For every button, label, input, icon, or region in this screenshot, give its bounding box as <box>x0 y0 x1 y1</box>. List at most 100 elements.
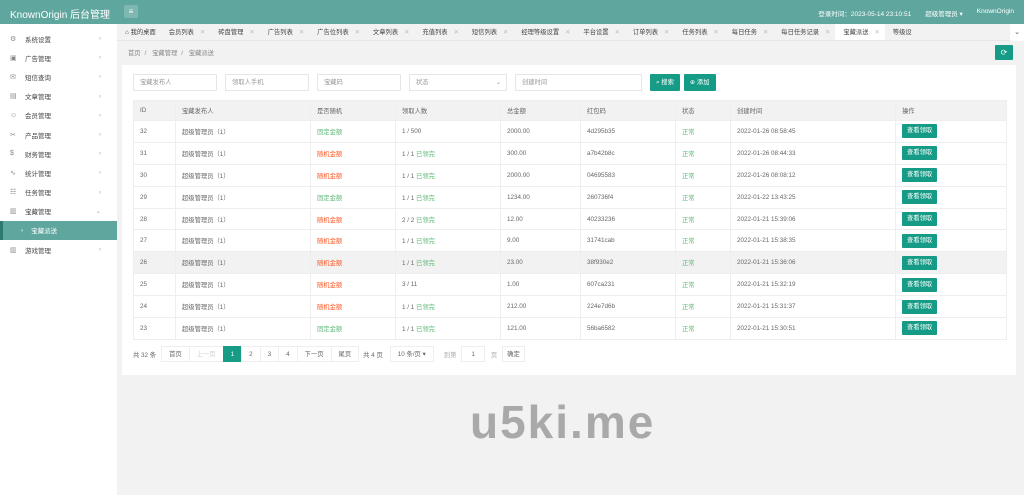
breadcrumb-current: 宝藏派送 <box>188 50 214 57</box>
close-icon[interactable]: ✕ <box>713 28 719 36</box>
close-icon[interactable]: ✕ <box>298 28 305 36</box>
tab-label: 宝藏派送 <box>843 28 869 36</box>
chevron-left-icon: ‹ <box>98 111 101 119</box>
cell-id: 24 <box>133 295 176 319</box>
sidebar-item[interactable]: ⚙ 系统设置 ‹ <box>0 29 117 48</box>
first-page-button[interactable]: 首页 <box>161 346 190 362</box>
sidebar-item[interactable]: ☺ 会员管理 ‹ <box>0 106 117 125</box>
breadcrumb-home[interactable]: 首页 <box>128 50 141 57</box>
tab[interactable]: 砖盘管理 ✕ <box>210 24 259 40</box>
sidebar-item[interactable]: ▣ 广告管理 ‹ <box>0 48 117 67</box>
sidebar-item[interactable]: ▥ 宝藏管理 ⌄ <box>0 202 117 221</box>
tab[interactable]: 会员列表 ✕ <box>161 24 210 40</box>
tab[interactable]: 充值列表 ✕ <box>414 24 463 40</box>
tab[interactable]: 每日任务记录 ✕ <box>773 24 835 40</box>
sidebar-item[interactable]: ∿ 统计管理 ‹ <box>0 163 117 182</box>
close-icon[interactable]: ✕ <box>354 28 360 36</box>
publisher-input[interactable]: 宝藏发布人 <box>133 74 217 91</box>
total-count: 共 32 条 <box>133 351 157 359</box>
add-button[interactable]: ⊕ 添加 <box>683 74 716 91</box>
confirm-button[interactable]: 确定 <box>502 346 525 362</box>
page-4-button[interactable]: 4 <box>278 346 298 362</box>
close-icon[interactable]: ✕ <box>503 28 509 36</box>
tab[interactable]: 经理等级设置 ✕ <box>513 24 575 40</box>
sidebar-item-label: 游戏管理 <box>25 247 51 255</box>
view-claims-button[interactable]: 查看领取 <box>902 190 938 205</box>
close-icon[interactable]: ✕ <box>762 28 769 36</box>
cell-publisher: 超级管理员（1） <box>175 141 311 165</box>
view-claims-button[interactable]: 查看领取 <box>902 124 938 139</box>
close-icon[interactable]: ✕ <box>614 28 620 36</box>
phone-input[interactable]: 领取人手机 <box>225 74 309 91</box>
view-claims-button[interactable]: 查看领取 <box>902 255 938 270</box>
breadcrumb-section[interactable]: 宝藏管理 <box>152 50 178 57</box>
cell-count: 3 / 11 <box>395 273 501 297</box>
status-select[interactable]: 状态 ⌄ <box>409 74 507 91</box>
per-page-select[interactable]: 10 条/页 ▾ <box>389 346 434 362</box>
chevron-down-icon: ⌄ <box>95 208 101 216</box>
sidebar-item[interactable]: ☷ 任务管理 ‹ <box>0 183 117 202</box>
cell-status: 正常 <box>675 163 731 187</box>
time-input[interactable]: 创建时间 <box>515 74 642 91</box>
tab[interactable]: 文章列表 ✕ <box>365 24 414 40</box>
tab[interactable]: 订单列表 ✕ <box>625 24 674 40</box>
sidebar-subitem-active[interactable]: › 宝藏派送 <box>0 220 117 241</box>
goto-page-input[interactable]: 1 <box>461 346 485 362</box>
prev-page-button[interactable]: 上一页 <box>188 346 224 362</box>
cell-code: 38f930e2 <box>580 251 676 275</box>
tab[interactable]: 广告位列表 ✕ <box>309 24 365 40</box>
close-icon[interactable]: ✕ <box>453 28 459 36</box>
tab[interactable]: 任务列表 ✕ <box>674 24 723 40</box>
tab[interactable]: 宝藏派送 ✕ <box>835 24 885 40</box>
close-icon[interactable]: ✕ <box>664 28 670 36</box>
sidebar-item[interactable]: ✂ 产品管理 ‹ <box>0 125 117 144</box>
close-icon[interactable]: ✕ <box>825 28 831 36</box>
code-input[interactable]: 宝藏码 <box>317 74 401 91</box>
view-claims-button[interactable]: 查看领取 <box>902 212 938 226</box>
refresh-icon[interactable]: ⟳ <box>995 45 1013 60</box>
last-page-button[interactable]: 尾页 <box>330 346 360 362</box>
sidebar-item-label: 系统设置 <box>25 36 51 44</box>
tab[interactable]: 广告列表 ✕ <box>260 24 309 40</box>
site-link[interactable]: KnownOrigin <box>976 8 1014 15</box>
chevron-right-icon: › <box>21 226 24 234</box>
tab[interactable]: 短信列表 ✕ <box>464 24 513 40</box>
cell-time: 2022-01-21 15:31:37 <box>730 295 896 319</box>
sidebar-item[interactable]: $ 财务管理 ‹ <box>0 144 117 163</box>
page-3-button[interactable]: 3 <box>259 346 280 362</box>
next-page-button[interactable]: 下一页 <box>296 346 332 362</box>
column-header: 红包码 <box>580 100 676 121</box>
tab[interactable]: 平台设置 ✕ <box>575 24 624 40</box>
close-icon[interactable]: ✕ <box>565 28 571 36</box>
view-claims-button[interactable]: 查看领取 <box>902 168 938 183</box>
view-claims-button[interactable]: 查看领取 <box>902 299 938 314</box>
page-1-button[interactable]: 1 <box>222 346 243 362</box>
close-icon[interactable]: ✕ <box>404 28 410 36</box>
cell-time: 2022-01-21 15:38:35 <box>730 229 896 253</box>
sidebar-item[interactable]: ▥ 游戏管理 ‹ <box>0 240 117 259</box>
view-claims-button[interactable]: 查看领取 <box>902 277 938 292</box>
menu-toggle-icon[interactable]: ≡ <box>124 5 138 18</box>
cell-code: 31741cab <box>580 229 676 253</box>
view-claims-button[interactable]: 查看领取 <box>902 321 938 336</box>
sidebar-item[interactable]: ✉ 短信查询 ‹ <box>0 67 117 86</box>
search-button[interactable]: ⌕ 搜索 <box>650 74 680 91</box>
column-header: 领取人数 <box>395 100 501 121</box>
close-icon[interactable]: ✕ <box>199 28 206 36</box>
close-icon[interactable]: ✕ <box>874 28 880 36</box>
sidebar-item-label: 短信查询 <box>25 74 51 82</box>
tab[interactable]: 每日任务 ✕ <box>724 24 773 40</box>
close-icon[interactable]: ✕ <box>249 28 255 36</box>
column-header: ID <box>133 100 176 121</box>
sidebar-item[interactable]: ▤ 文章管理 ‹ <box>0 87 117 106</box>
tab[interactable]: 等级设 <box>885 24 917 40</box>
user-menu[interactable]: 超级管理员 ▾ <box>925 11 963 18</box>
tab-label: 会员列表 <box>168 28 194 36</box>
page-2-button[interactable]: 2 <box>241 346 261 362</box>
view-claims-button[interactable]: 查看领取 <box>902 233 938 248</box>
table-row: 25 超级管理员（1） 随机金额 3 / 11 1.00 607ca231 正常… <box>133 273 1007 297</box>
view-claims-button[interactable]: 查看领取 <box>902 146 938 161</box>
tab[interactable]: ⌂ 我的桌面 <box>117 24 161 40</box>
cell-code: 04695583 <box>580 163 676 187</box>
chevron-down-icon[interactable]: ⌄ <box>1010 24 1024 41</box>
